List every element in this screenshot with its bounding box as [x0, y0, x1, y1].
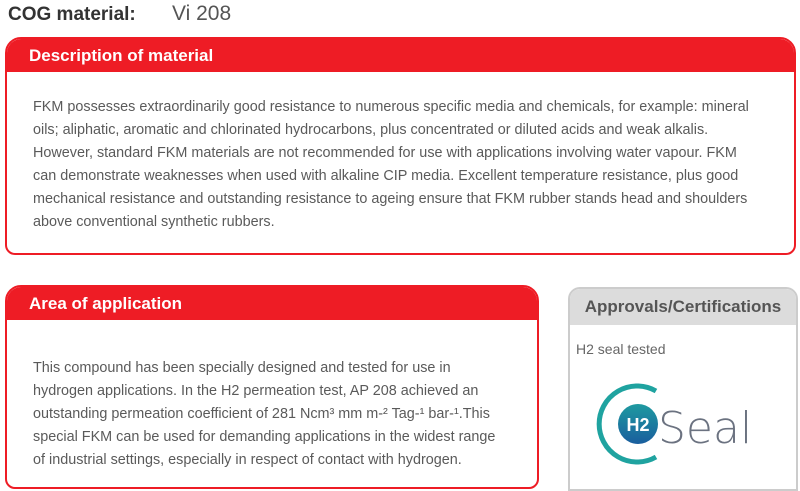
- approval-item: H2 seal tested: [576, 341, 666, 357]
- logo-badge: [618, 404, 658, 444]
- logo-badge-text: H2: [626, 415, 649, 435]
- approvals-title: Approvals/Certifications: [570, 289, 796, 325]
- description-text: FKM possesses extraordinarily good resis…: [7, 72, 794, 234]
- text-line: hydrogen applications. In the H2 permeat…: [33, 383, 479, 399]
- application-title: Area of application: [7, 287, 537, 320]
- approvals-panel: Approvals/Certifications H2 seal tested …: [568, 287, 798, 491]
- text-line: can demonstrate weaknesses when used wit…: [33, 168, 739, 184]
- text-line: oils; aliphatic, aromatic and chlorinate…: [33, 122, 709, 138]
- text-line: outstanding permeation coefficient of 28…: [33, 406, 490, 422]
- application-panel: Area of application This compound has be…: [5, 285, 539, 489]
- application-text: This compound has been specially designe…: [7, 320, 537, 472]
- text-line: of industrial settings, especially in re…: [33, 452, 462, 468]
- cog-material-value: Vi 208: [172, 2, 232, 25]
- logo-ring: [596, 383, 658, 465]
- text-line: However, standard FKM materials are not …: [33, 145, 737, 161]
- h2-seal-logo-icon: H2 Seal: [596, 383, 752, 465]
- text-line: This compound has been specially designe…: [33, 360, 451, 376]
- description-panel: Description of material FKM possesses ex…: [5, 37, 796, 255]
- description-title: Description of material: [7, 39, 794, 72]
- text-line: mechanical resistance and outstanding re…: [33, 191, 748, 207]
- cog-material-label: COG material:: [8, 4, 136, 25]
- text-line: special FKM can be used for demanding ap…: [33, 429, 496, 445]
- text-line: above conventional synthetic rubbers.: [33, 214, 275, 230]
- text-line: FKM possesses extraordinarily good resis…: [33, 99, 749, 115]
- logo-word: Seal: [658, 403, 752, 454]
